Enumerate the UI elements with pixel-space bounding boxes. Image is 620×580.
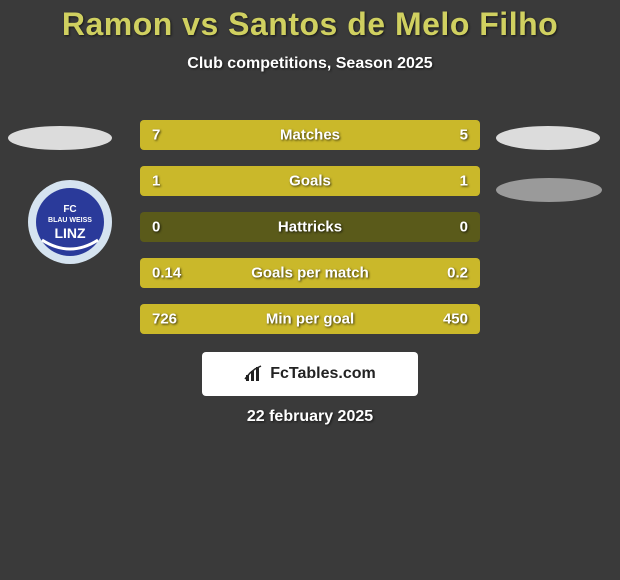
subtitle: Club competitions, Season 2025 — [0, 55, 620, 73]
row-value-left: 1 — [152, 173, 160, 190]
row-fill-left — [140, 166, 310, 196]
club-badge-inner: FC BLAU WEISS LINZ — [36, 188, 104, 256]
row-label: Hattricks — [278, 219, 342, 236]
comparison-rows: 7 5 Matches 1 1 Goals 0 0 Hattricks 0.14 0.2 Goals … — [140, 120, 480, 350]
row-label: Matches — [280, 127, 340, 144]
row-value-right: 5 — [460, 127, 468, 144]
club-badge: FC BLAU WEISS LINZ — [28, 180, 112, 264]
row-value-right: 0.2 — [447, 265, 468, 282]
right-player-placeholder-ellipse-2 — [496, 178, 602, 202]
bar-chart-icon — [244, 365, 266, 383]
row-value-right: 0 — [460, 219, 468, 236]
badge-text-line-2: BLAU WEISS — [48, 217, 92, 224]
left-player-placeholder-ellipse — [8, 126, 112, 150]
row-value-left: 0 — [152, 219, 160, 236]
comparison-row: 0 0 Hattricks — [140, 212, 480, 242]
row-label: Goals — [289, 173, 331, 190]
branding-box: FcTables.com — [202, 352, 418, 396]
row-fill-right — [337, 120, 480, 150]
page-title: Ramon vs Santos de Melo Filho — [0, 0, 620, 43]
row-label: Goals per match — [251, 265, 369, 282]
branding-text: FcTables.com — [270, 365, 376, 383]
badge-curve-icon — [40, 238, 100, 252]
row-value-left: 726 — [152, 311, 177, 328]
comparison-row: 7 5 Matches — [140, 120, 480, 150]
row-value-left: 7 — [152, 127, 160, 144]
row-value-right: 1 — [460, 173, 468, 190]
comparison-row: 1 1 Goals — [140, 166, 480, 196]
date-text: 22 february 2025 — [0, 408, 620, 426]
row-value-left: 0.14 — [152, 265, 181, 282]
comparison-row: 0.14 0.2 Goals per match — [140, 258, 480, 288]
comparison-row: 726 450 Min per goal — [140, 304, 480, 334]
row-fill-right — [310, 166, 480, 196]
badge-text-line-1: FC — [63, 205, 76, 215]
right-player-placeholder-ellipse-1 — [496, 126, 600, 150]
row-value-right: 450 — [443, 311, 468, 328]
row-label: Min per goal — [266, 311, 354, 328]
